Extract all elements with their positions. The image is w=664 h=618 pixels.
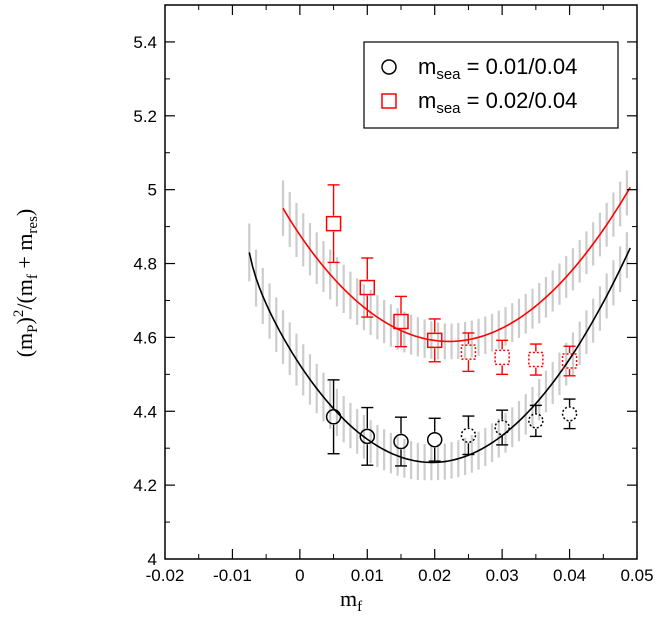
y-tick-label: 4 xyxy=(148,550,157,569)
marker-circle xyxy=(460,427,477,444)
marker-circle xyxy=(561,406,578,422)
legend-marker-series-2 xyxy=(381,93,397,109)
data-point-s2-5 xyxy=(460,332,477,373)
legend-2-sub: sea xyxy=(436,100,461,117)
y-tick-label: 4.2 xyxy=(133,476,157,495)
y-tick-label: 5.2 xyxy=(133,107,157,126)
marker-square xyxy=(460,344,477,360)
data-point-s1-1 xyxy=(325,379,342,455)
data-point-s1-3 xyxy=(393,416,409,467)
legend-label-series-2: msea = 0.02/0.04 xyxy=(418,88,577,117)
legend-label-series-1: msea = 0.01/0.04 xyxy=(418,54,577,83)
legend: msea = 0.01/0.04 msea = 0.02/0.04 xyxy=(363,41,619,129)
data-point-s1-8 xyxy=(561,398,578,430)
marker-square xyxy=(561,353,578,369)
marker-circle xyxy=(494,419,510,436)
x-tick-label: 0.01 xyxy=(351,566,384,585)
fit-curve-series-2 xyxy=(282,186,631,343)
marker-square xyxy=(325,215,342,232)
x-tick-label: 0 xyxy=(295,566,304,585)
x-tick-label: 0.03 xyxy=(486,566,519,585)
marker-circle xyxy=(325,409,342,425)
marker-circle xyxy=(426,431,443,448)
data-point-s2-8 xyxy=(561,345,578,377)
fit-curves xyxy=(248,186,631,464)
y-tick-label: 4.8 xyxy=(133,255,157,274)
data-point-s1-5 xyxy=(460,415,477,456)
marker-square xyxy=(528,351,544,368)
marker-circle xyxy=(359,428,376,445)
data-point-s2-1 xyxy=(325,184,342,264)
data-points xyxy=(325,184,578,467)
data-point-s2-7 xyxy=(528,343,544,376)
data-point-s1-6 xyxy=(494,409,510,446)
data-point-s1-7 xyxy=(528,404,544,438)
marker-square xyxy=(359,279,376,296)
x-tick-label: 0.02 xyxy=(418,566,451,585)
y-tick-label: 5.4 xyxy=(133,33,157,52)
axis-ticks: -0.02 -0.01 0 0.01 0.02 0.03 0.04 0.05 4 4.2 4.4 4.… xyxy=(133,5,654,585)
marker-square xyxy=(393,313,409,330)
marker-circle xyxy=(393,433,409,450)
marker-square xyxy=(426,332,443,349)
y-tick-label: 4.6 xyxy=(133,328,157,347)
legend-1-rest: = 0.01/0.04 xyxy=(461,54,578,79)
data-point-s1-2 xyxy=(359,406,376,466)
data-point-s2-4 xyxy=(426,318,443,363)
data-point-s2-2 xyxy=(359,257,376,318)
legend-1-main: m xyxy=(418,54,436,79)
legend-box xyxy=(363,41,619,129)
x-tick-label: -0.01 xyxy=(213,566,252,585)
legend-marker-series-1 xyxy=(381,59,397,75)
legend-2-main: m xyxy=(418,88,436,113)
x-tick-label: 0.05 xyxy=(620,566,653,585)
data-point-s1-4 xyxy=(426,417,443,462)
x-axis-title: mf xyxy=(340,586,362,615)
y-tick-label: 5 xyxy=(148,181,157,200)
x-tick-label: 0.04 xyxy=(553,566,586,585)
data-point-s2-6 xyxy=(494,339,510,376)
marker-circle xyxy=(528,413,544,429)
fit-curve-series-1 xyxy=(248,247,631,464)
legend-1-sub: sea xyxy=(436,66,461,83)
legend-2-rest: = 0.02/0.04 xyxy=(461,88,578,113)
data-point-s2-3 xyxy=(393,295,409,348)
y-tick-label: 4.4 xyxy=(133,402,157,421)
marker-square xyxy=(494,349,510,366)
x-tick-label: -0.02 xyxy=(146,566,185,585)
